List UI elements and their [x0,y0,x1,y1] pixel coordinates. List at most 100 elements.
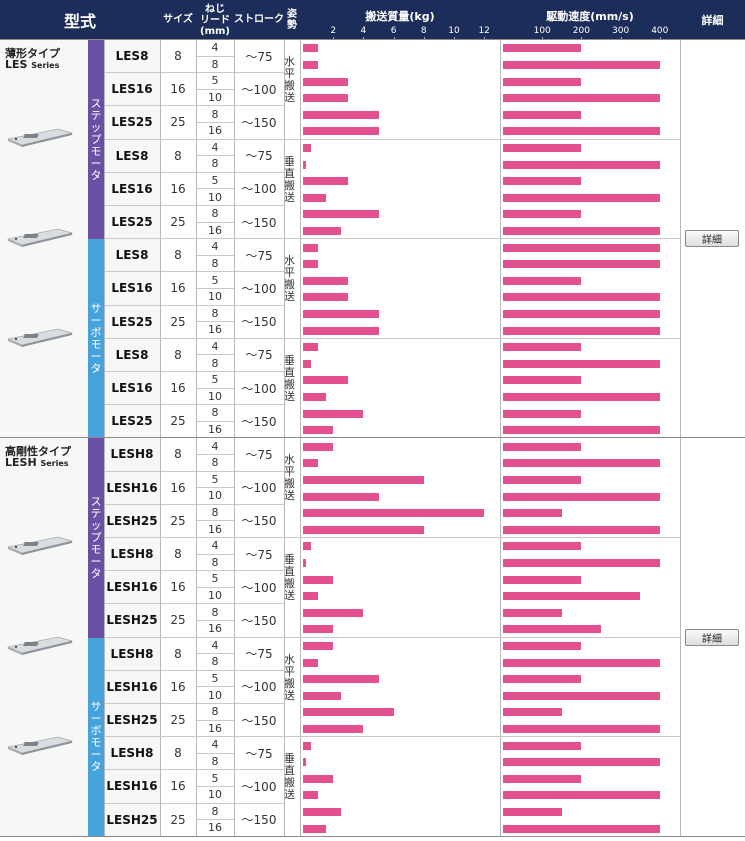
stroke-cell: ～75 [234,538,284,572]
mass-bar [303,509,485,518]
lead-cell: 4 [196,638,234,655]
header-model: 型式 [0,0,160,40]
mass-tick-label: 10 [448,26,460,36]
mass-bar [303,675,379,684]
model-cell: LESH25 [104,704,160,738]
stroke-cell: ～75 [234,140,284,173]
speed-tick-mark [659,37,661,40]
series-panel [0,438,88,837]
detail-button[interactable]: 詳細 [685,628,739,646]
mass-tick-mark [484,37,486,40]
lead-cell: 16 [196,422,234,439]
speed-tick-label: 200 [572,26,590,36]
speed-bar [503,724,660,733]
model-cell: LES8 [104,239,160,273]
mass-bar [303,210,379,219]
speed-tick-mark [581,37,583,40]
lead-cell: 16 [196,322,234,339]
header-size: サイズ [160,0,196,40]
lead-cell: 10 [196,488,234,505]
attitude-char: 直 [284,365,295,379]
attitude-cell: 水平搬送 [284,239,300,339]
product-image [6,633,76,656]
motor-type-char: サ [90,301,102,315]
size-cell: 25 [160,704,196,738]
speed-bar [503,94,660,103]
mass-bar [303,226,341,235]
speed-bar [503,575,582,584]
attitude-char: 直 [284,764,295,778]
size-cell: 8 [160,140,196,173]
size-cell: 8 [160,737,196,771]
column-divider [196,40,197,837]
mass-bar [303,824,326,833]
model-cell: LES16 [104,372,160,406]
lead-cell: 8 [196,206,234,223]
size-cell: 8 [160,638,196,671]
mass-tick-mark [363,37,365,40]
speed-bar [503,741,582,750]
lead-cell: 5 [196,272,234,289]
mass-bar [303,143,311,152]
attitude-char: 垂 [284,553,295,566]
model-cell: LES8 [104,139,160,173]
attitude-char: 搬 [284,577,295,590]
size-cell: 16 [160,73,196,107]
mass-tick-label: 2 [330,26,337,36]
block-divider [0,39,745,40]
model-cell: LES16 [104,172,160,206]
mass-tick-mark [333,37,335,40]
motor-type-char: テ [90,108,102,122]
detail-button[interactable]: 詳細 [685,230,739,248]
speed-bar [503,392,660,401]
lead-cell: 10 [196,389,234,406]
attitude-char: 直 [284,565,295,578]
mass-bar [303,625,334,634]
lead-cell: 4 [196,40,234,57]
speed-bar [503,625,601,634]
lead-cell: 4 [196,438,234,455]
attitude-char: 送 [284,190,295,204]
block-divider [104,138,680,140]
block-divider [104,337,680,339]
header-attitude-char: 勢 [287,20,297,31]
motor-type-strip: サーボモータ [88,637,104,837]
speed-tick-mark [620,37,622,40]
size-cell: 25 [160,405,196,439]
motor-type-char: ー [90,349,102,363]
product-image [6,125,76,147]
stroke-cell: ～150 [234,306,284,339]
mass-bar [303,791,319,800]
model-cell: LESH16 [104,670,160,704]
lead-cell: 4 [196,140,234,157]
product-image-graphic [6,228,74,247]
speed-bar [503,492,660,501]
speed-bar [503,525,660,534]
product-image-graphic [6,637,74,656]
motor-type-char: プ [90,530,102,544]
motor-type-char: ボ [90,325,102,339]
lead-cell: 4 [196,737,234,754]
model-cell: LES25 [104,206,160,240]
stroke-cell: ～150 [234,704,284,738]
product-image [6,225,76,247]
size-cell: 16 [160,571,196,605]
model-cell: LESH25 [104,604,160,638]
speed-bar [503,359,660,368]
size-cell: 8 [160,40,196,74]
product-image [6,533,76,556]
size-cell: 16 [160,372,196,406]
attitude-char: 搬 [284,676,295,690]
header-attitude: 姿勢 [284,0,300,40]
lead-cell: 10 [196,588,234,605]
attitude-char: 搬 [284,477,295,491]
size-cell: 25 [160,106,196,140]
stroke-cell: ～100 [234,571,284,605]
attitude-char: 平 [284,67,295,80]
speed-bar [503,260,660,269]
series-code: LESH [5,456,41,470]
size-cell: 25 [160,306,196,339]
mass-bar [303,758,307,767]
lead-cell: 16 [196,521,234,538]
header-speed: 駆動速度(mm/s) [500,0,680,40]
